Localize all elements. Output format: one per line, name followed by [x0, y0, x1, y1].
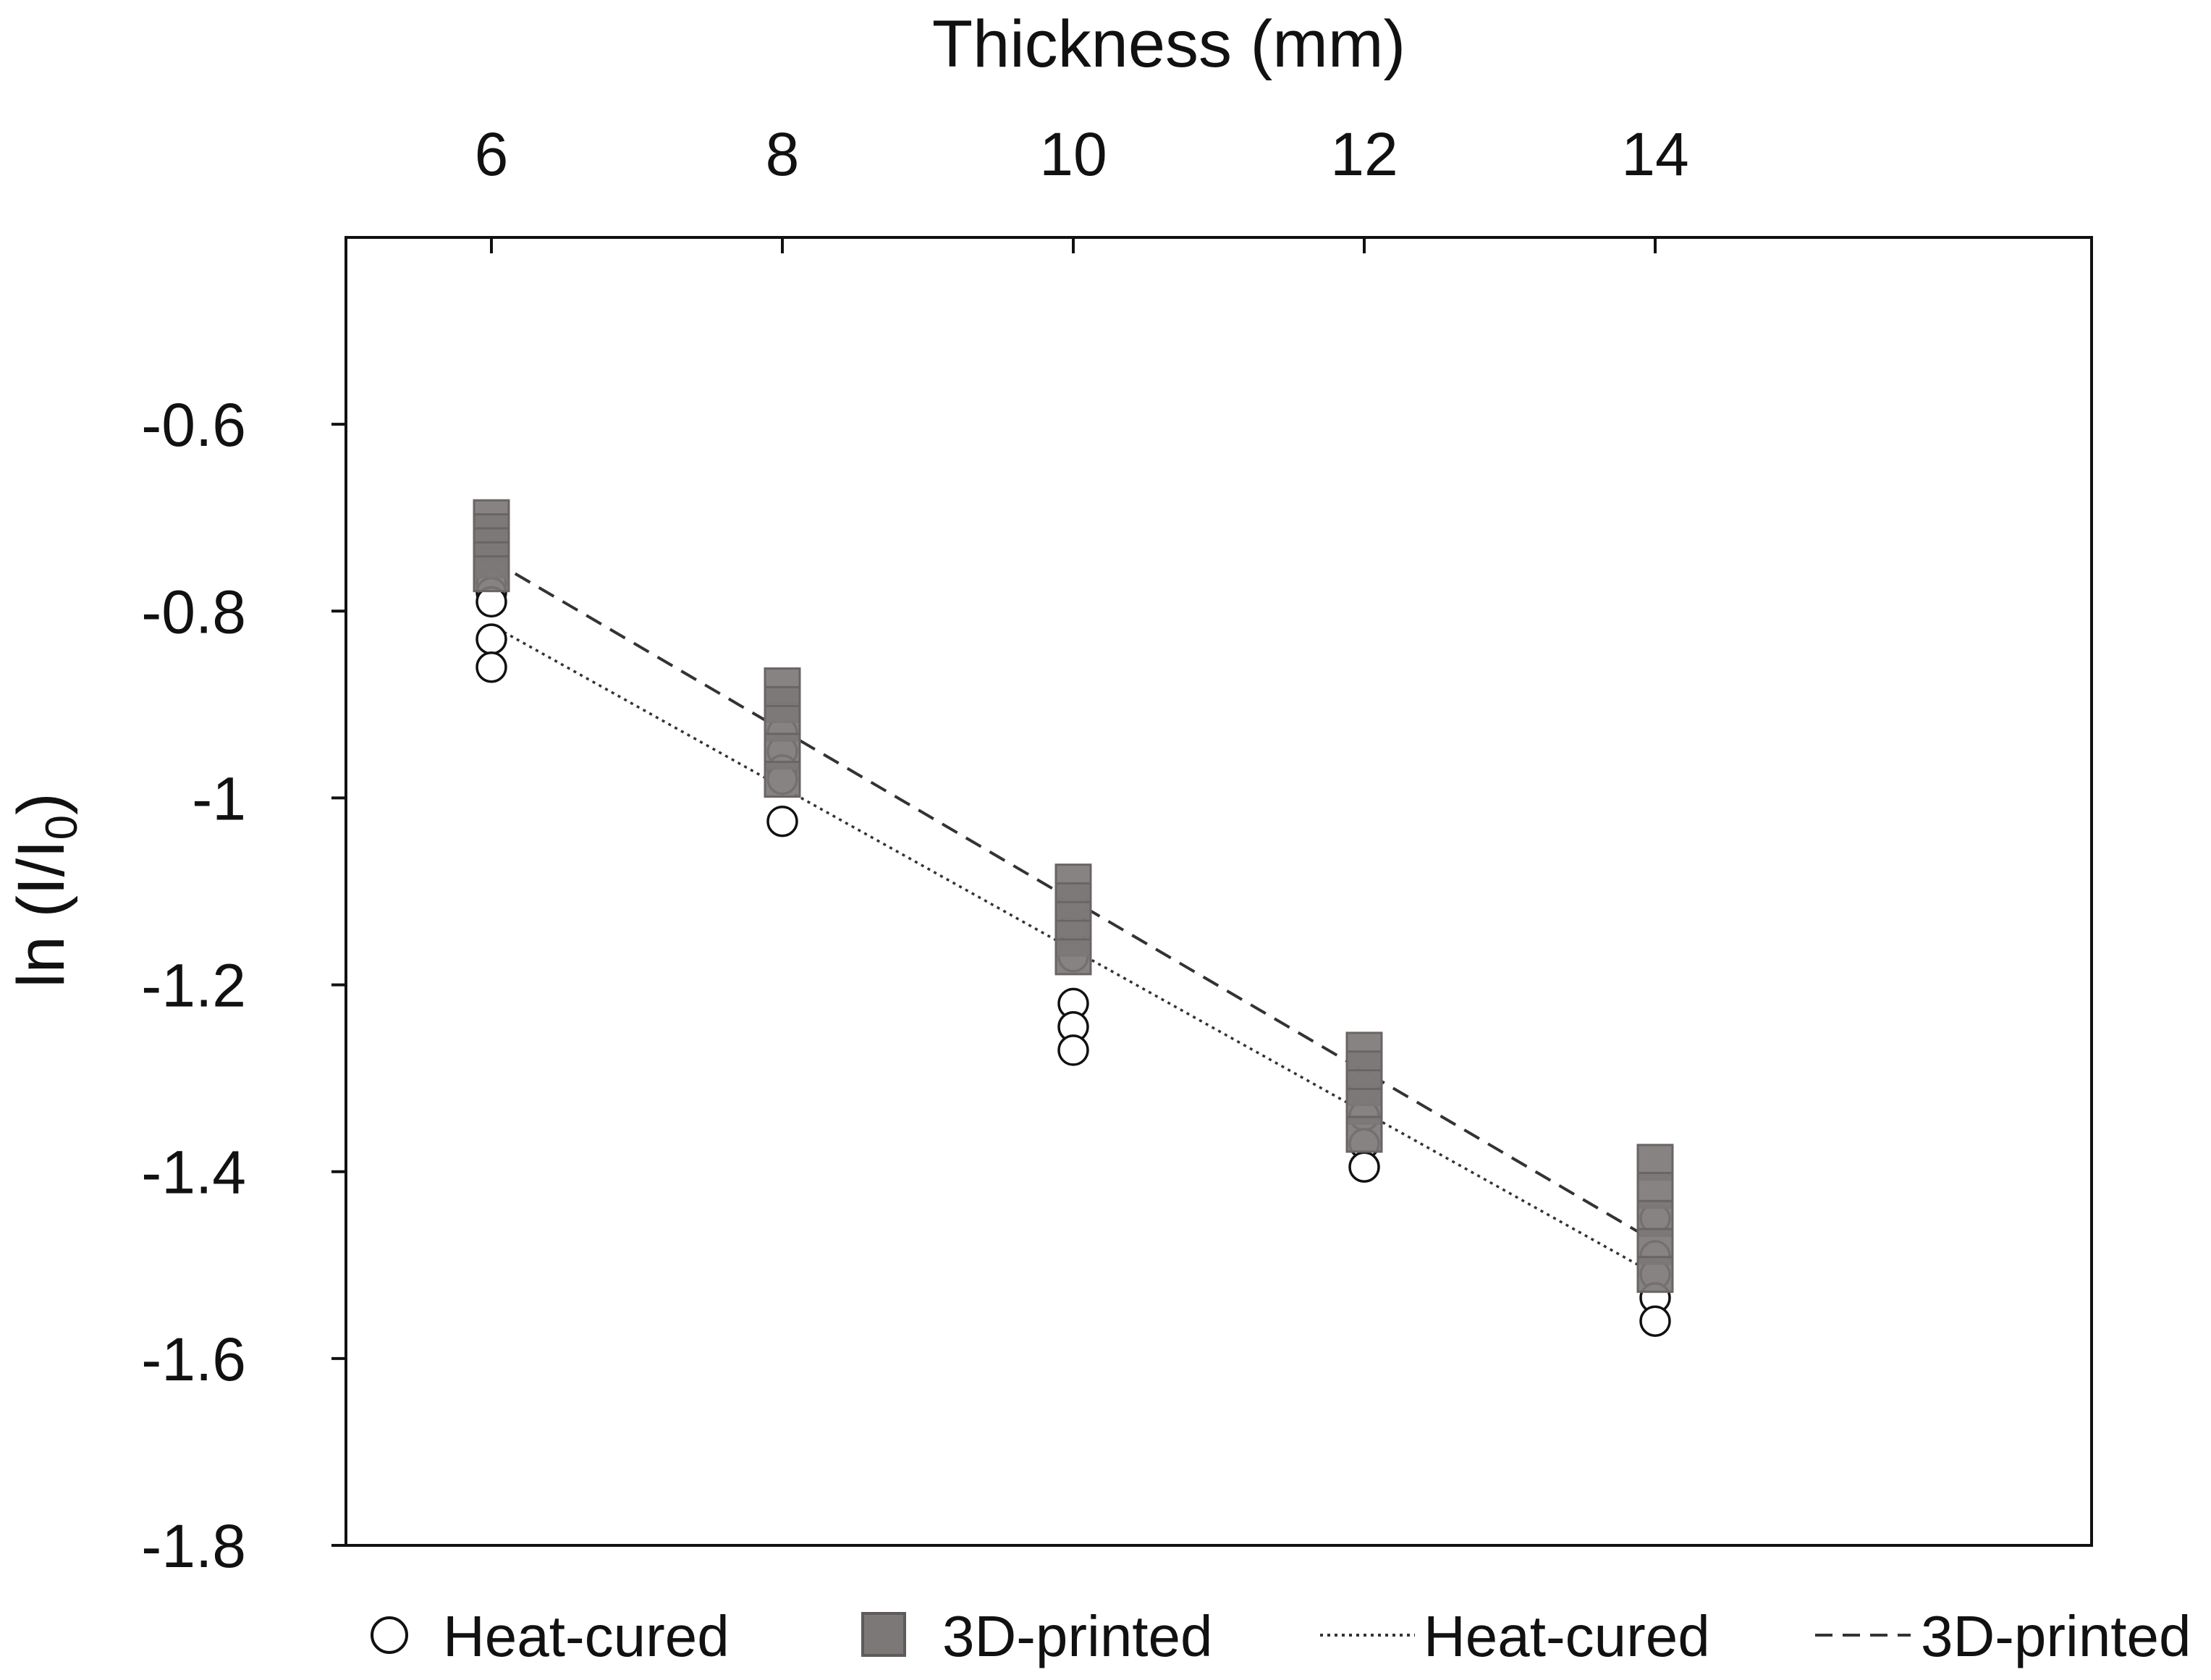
- 3d-printed-point: [764, 761, 801, 798]
- x-axis-ticks: 6 8 10 12 14: [475, 120, 1689, 253]
- plot-frame: [344, 236, 2093, 1547]
- 3d-printed-point: [1345, 1115, 1383, 1153]
- y-tick-label: -0.8: [141, 578, 246, 646]
- x-tick-label: 10: [1039, 120, 1107, 188]
- y-tick-label: -1.2: [141, 952, 246, 1020]
- legend-3d-printed-square-icon: [861, 1612, 906, 1657]
- legend: Heat-cured 3D-printed Heat-cured 3D-prin…: [371, 1604, 2191, 1668]
- heat-cured-point: [766, 805, 798, 837]
- x-tick-label: 6: [475, 120, 509, 188]
- x-axis-title: Thickness (mm): [932, 7, 1405, 81]
- y-tick-label: -1.4: [141, 1139, 246, 1207]
- 3d-printed-point: [1054, 938, 1092, 976]
- y-tick-label: -1: [192, 764, 246, 832]
- data-points: [473, 499, 1674, 1337]
- x-tick-label: 12: [1330, 120, 1398, 188]
- heat-cured-point: [1639, 1305, 1671, 1337]
- y-axis-title-close: ): [4, 793, 78, 815]
- y-axis-title: ln (I/I0): [4, 793, 87, 988]
- heat-cured-point: [475, 651, 507, 683]
- 3d-printed-point: [473, 555, 510, 593]
- legend-heat-cured-circle-icon: [371, 1616, 408, 1654]
- y-axis-title-subscript: 0: [37, 815, 87, 840]
- legend-label-3d-printed-points: 3D-printed: [942, 1604, 1213, 1668]
- 3d-printed-point: [1636, 1256, 1674, 1293]
- legend-label-heat-cured-fit: Heat-cured: [1424, 1604, 1710, 1668]
- legend-label-3d-printed-fit: 3D-printed: [1921, 1604, 2191, 1668]
- y-axis-title-main: ln (I/I: [4, 840, 78, 987]
- heat-cured-point: [1057, 1034, 1089, 1066]
- x-tick-label: 14: [1621, 120, 1688, 188]
- y-axis-ticks: -0.6 -0.8 -1 -1.2 -1.4 -1.6 -1.8: [141, 391, 346, 1580]
- y-tick-label: -0.6: [141, 391, 246, 459]
- heat-cured-point: [475, 623, 507, 655]
- y-tick-label: -1.8: [141, 1512, 246, 1580]
- legend-label-heat-cured-points: Heat-cured: [443, 1604, 730, 1668]
- heat-cured-point: [1348, 1151, 1380, 1183]
- y-tick-label: -1.6: [141, 1325, 246, 1393]
- x-tick-label: 8: [766, 120, 800, 188]
